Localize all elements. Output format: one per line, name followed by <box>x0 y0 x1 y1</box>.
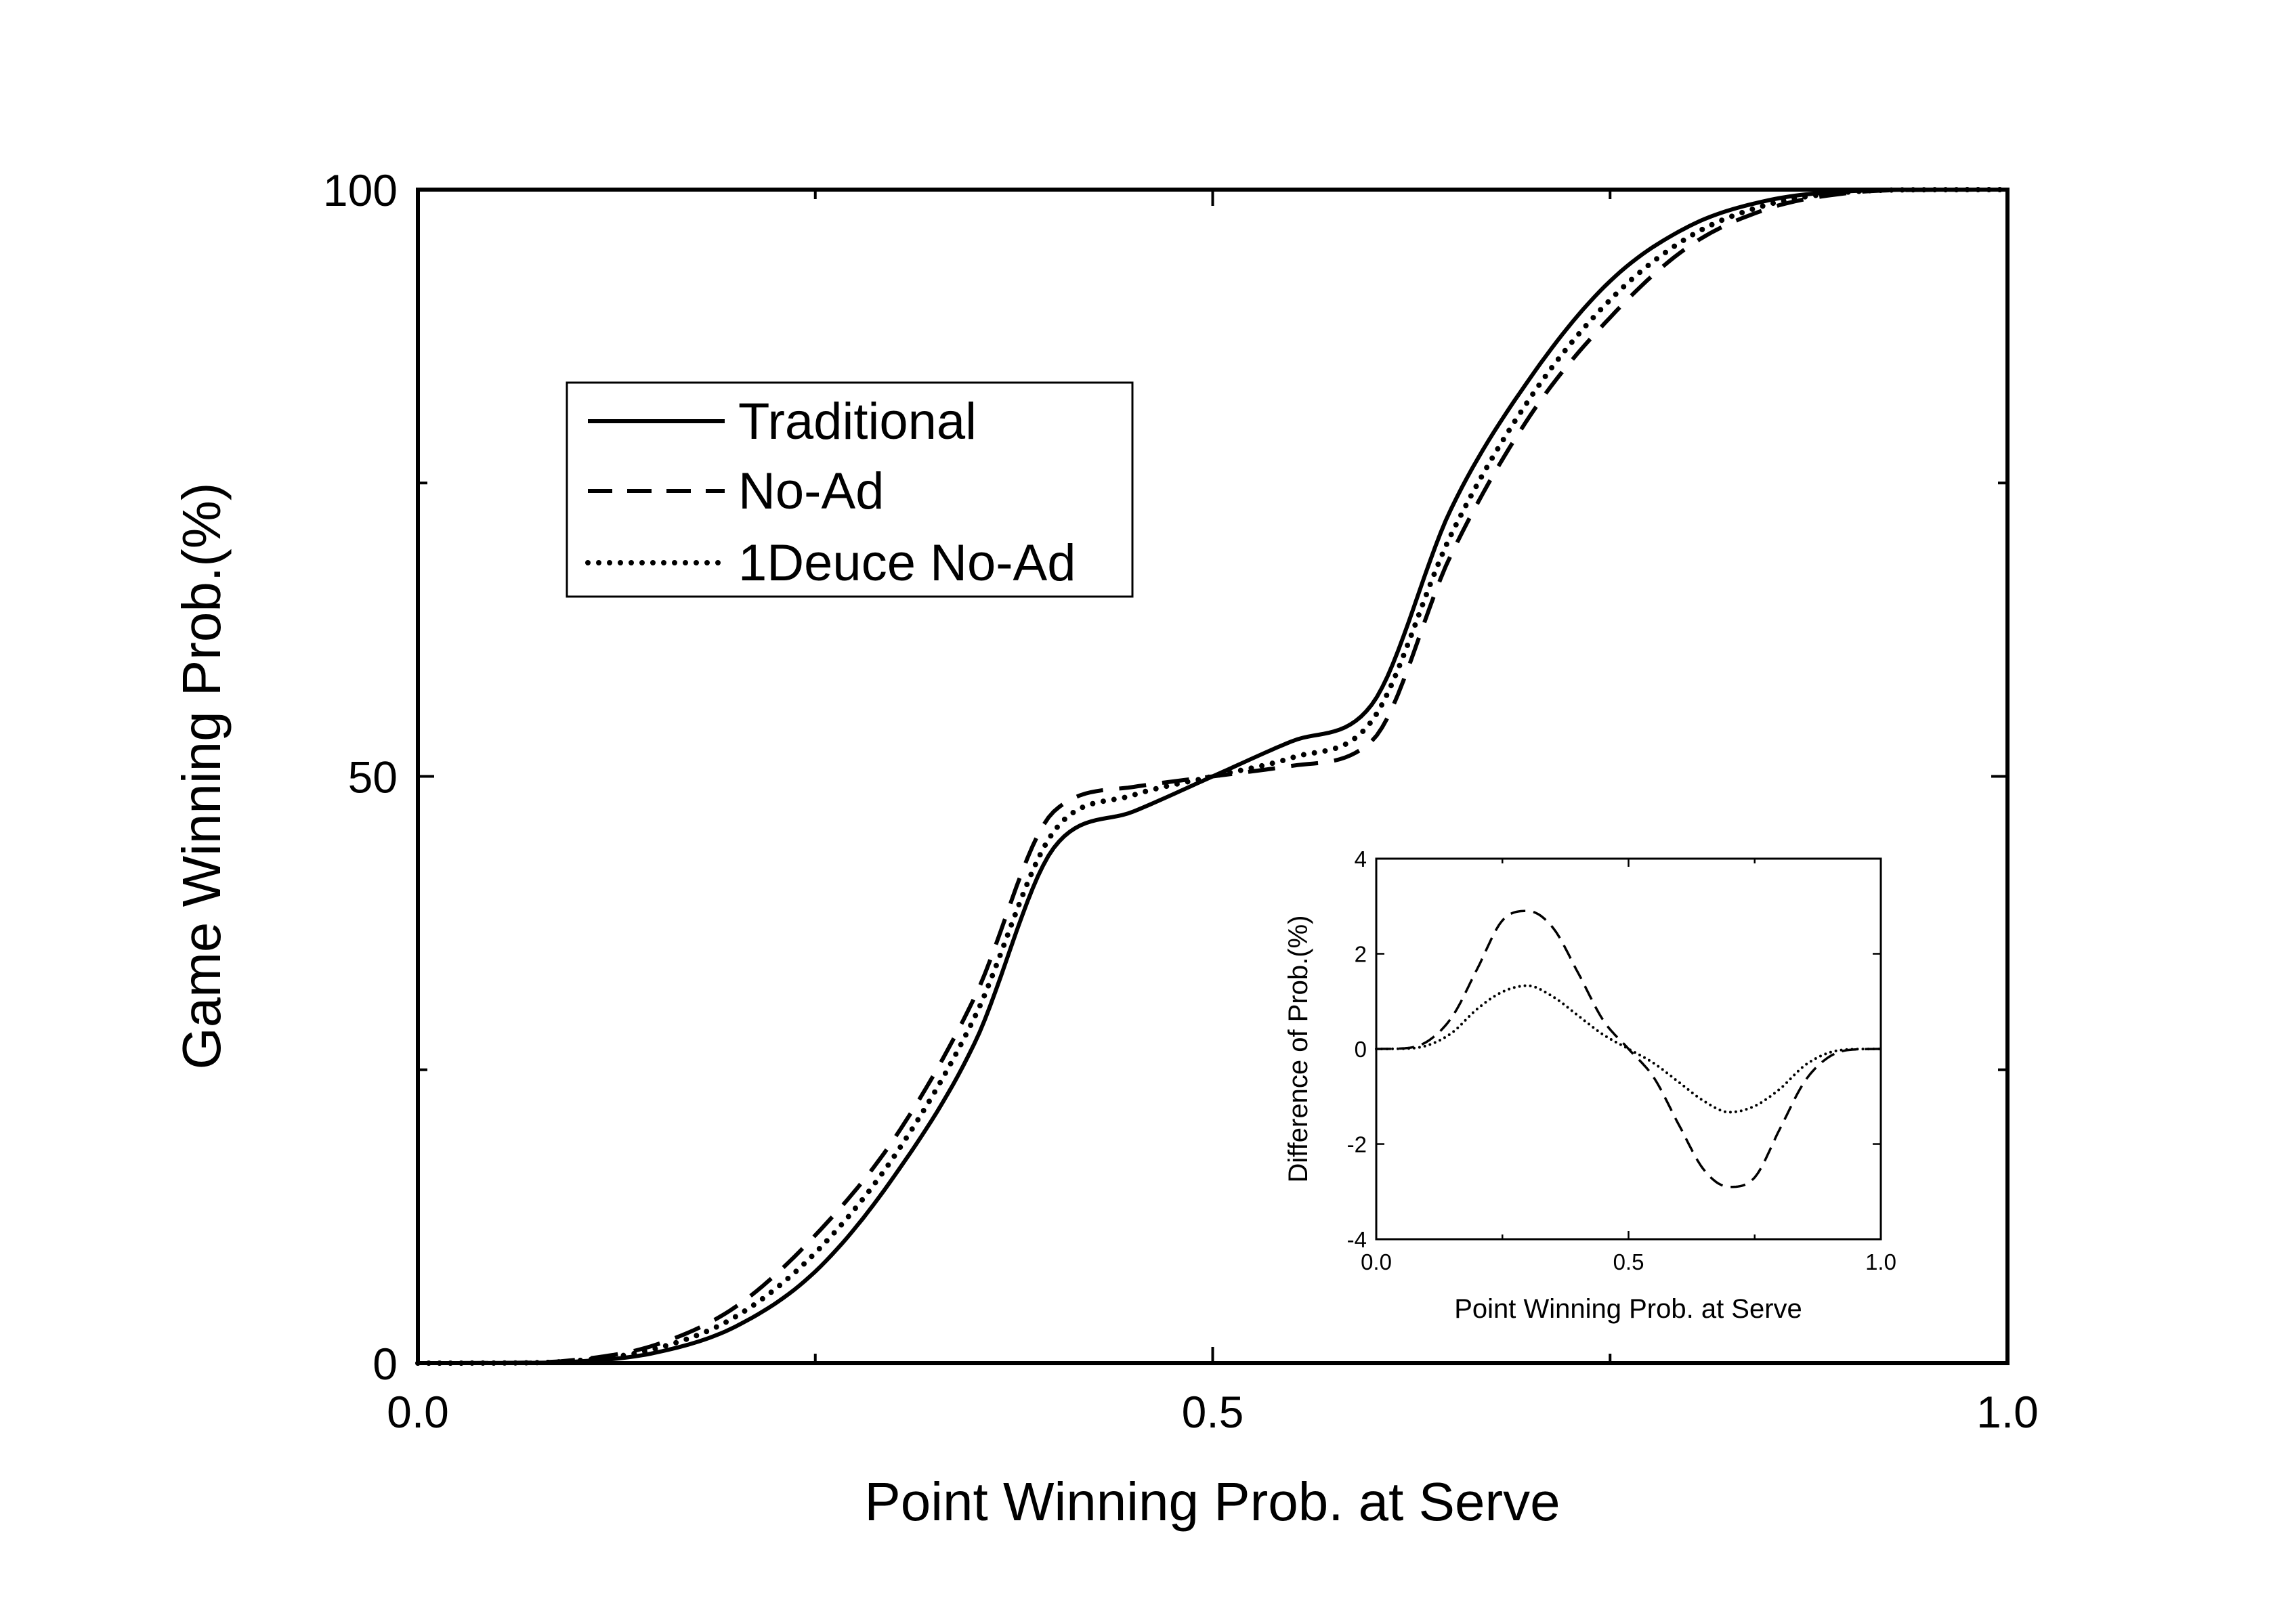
inset-series-group <box>1375 909 1882 1188</box>
main-y-tick-label: 100 <box>323 165 398 215</box>
main-y-tick-label: 50 <box>348 752 398 802</box>
inset-chart: 0.0 0.5 1.0 -4 -2 0 2 4 Point Winning Prob. at … <box>1283 846 1896 1324</box>
inset-y-tick-label: 4 <box>1355 846 1367 872</box>
main-series-no-ad-line <box>418 188 2007 1365</box>
main-y-axis-label: Game Winning Prob.(%) <box>171 483 232 1070</box>
inset-y-tick-label: -2 <box>1347 1132 1367 1157</box>
legend-box <box>566 381 1134 598</box>
inset-y-tick-label: -4 <box>1347 1227 1367 1252</box>
main-tick-labels: 0.0 0.5 1.0 0 50 100 <box>323 165 2039 1437</box>
inset-x-tick-label: 1.0 <box>1865 1249 1896 1274</box>
legend: Traditional No-Ad 1Deuce No-Ad <box>566 381 1134 598</box>
inset-x-tick-label: 0.5 <box>1613 1249 1644 1274</box>
main-chart: 0.0 0.5 1.0 0 50 100 Point Winning Prob. at S… <box>171 165 2039 1532</box>
legend-label-1deuce-no-ad: 1Deuce No-Ad <box>738 534 1076 592</box>
legend-label-no-ad: No-Ad <box>738 463 884 520</box>
legend-label-traditional: Traditional <box>738 393 977 450</box>
main-x-tick-label: 1.0 <box>1976 1387 2039 1437</box>
main-x-axis-label: Point Winning Prob. at Serve <box>864 1472 1560 1532</box>
main-y-tick-label: 0 <box>373 1339 398 1389</box>
main-series-group <box>415 187 2010 1366</box>
inset-x-axis-label: Point Winning Prob. at Serve <box>1454 1294 1802 1324</box>
inset-y-tick-label: 2 <box>1355 941 1367 966</box>
main-x-tick-label: 0.5 <box>1182 1387 1244 1437</box>
main-axis-ticks <box>417 188 2009 1365</box>
inset-y-axis-label: Difference of Prob.(%) <box>1283 916 1313 1183</box>
inset-series-dashed-line <box>1376 909 1881 1188</box>
main-x-tick-label: 0.0 <box>387 1387 449 1437</box>
main-series-1deuce-no-ad-line <box>415 187 2010 1366</box>
inset-tick-labels: 0.0 0.5 1.0 -4 -2 0 2 4 <box>1347 846 1896 1274</box>
inset-axis-ticks <box>1375 857 1882 1241</box>
inset-x-tick-label: 0.0 <box>1361 1249 1392 1274</box>
inset-y-tick-label: 0 <box>1355 1037 1367 1062</box>
